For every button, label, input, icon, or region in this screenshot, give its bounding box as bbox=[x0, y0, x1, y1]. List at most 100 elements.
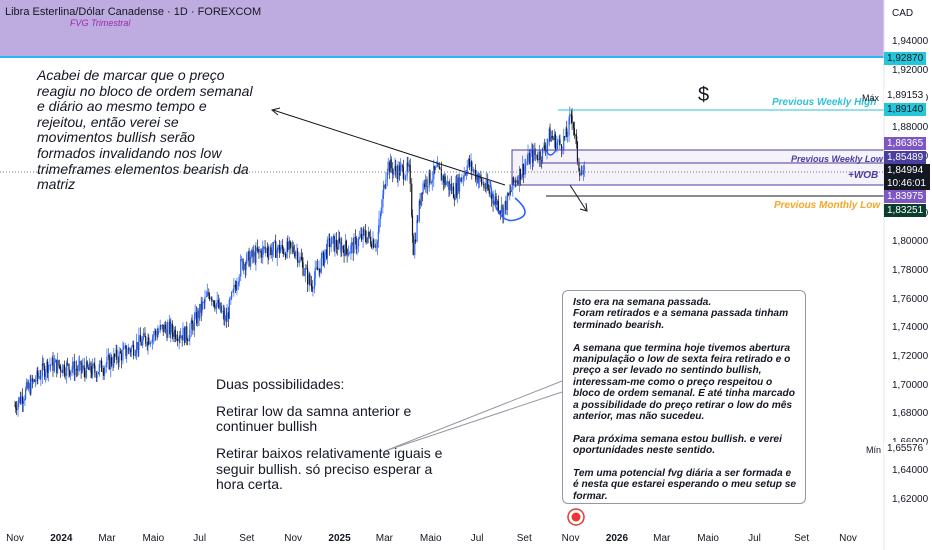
time-tick-label: Nov bbox=[561, 533, 580, 544]
candle-body bbox=[536, 154, 538, 159]
candle-body bbox=[378, 218, 380, 232]
candle-body bbox=[178, 337, 180, 342]
candle-body bbox=[107, 355, 110, 357]
candle-body bbox=[244, 263, 246, 271]
candle-body bbox=[41, 363, 43, 377]
candle-body bbox=[156, 333, 158, 337]
candle-body bbox=[205, 295, 208, 297]
candle-body bbox=[326, 239, 328, 259]
candle-body bbox=[160, 325, 162, 327]
candle-body bbox=[408, 164, 411, 167]
candle-body bbox=[37, 370, 39, 377]
note-left: Acabei de marcar que o preço reagiu no b… bbox=[37, 67, 253, 193]
candle-body bbox=[412, 235, 414, 255]
candle-body bbox=[385, 179, 387, 188]
candle-body bbox=[298, 261, 300, 263]
candle-body bbox=[52, 357, 54, 371]
time-tick-label: Nov bbox=[839, 533, 857, 544]
ob-top-price-tag: 1,86365 bbox=[884, 137, 927, 150]
candle-body bbox=[247, 251, 249, 254]
candle-body bbox=[566, 128, 568, 137]
time-tick-label: 2024 bbox=[50, 533, 73, 544]
candle-body bbox=[168, 321, 170, 327]
candle-body bbox=[362, 229, 364, 240]
candle-body bbox=[524, 165, 526, 175]
candle-body bbox=[186, 339, 189, 342]
candle-body bbox=[569, 114, 571, 119]
candle-body bbox=[84, 370, 86, 378]
candle-body bbox=[340, 241, 342, 253]
candle-body bbox=[86, 361, 88, 368]
candle-body bbox=[126, 353, 128, 356]
candle-body bbox=[294, 252, 297, 257]
candle-body bbox=[137, 341, 139, 350]
candle-body bbox=[20, 396, 22, 404]
candle-body bbox=[220, 302, 222, 313]
candle-body bbox=[383, 184, 385, 195]
candle-body bbox=[68, 363, 70, 371]
candle-body bbox=[266, 248, 268, 254]
candle-body bbox=[522, 163, 525, 175]
fvg-zone bbox=[0, 0, 884, 57]
candle-body bbox=[314, 267, 316, 279]
dollar-icon: $ bbox=[698, 84, 710, 106]
candle-body bbox=[417, 220, 419, 221]
candle-body bbox=[441, 175, 443, 181]
candle-body bbox=[352, 242, 354, 254]
note-box[interactable]: Isto era na semana passada. Foram retira… bbox=[562, 290, 806, 504]
candle-body bbox=[507, 193, 509, 196]
candle-body bbox=[336, 247, 338, 250]
candle-body bbox=[142, 339, 144, 346]
candle-body bbox=[19, 397, 21, 404]
candle-body bbox=[409, 164, 411, 184]
time-tick-label: Maio bbox=[697, 533, 719, 544]
candle-body bbox=[475, 174, 477, 180]
candle-body bbox=[551, 136, 553, 138]
candle-body bbox=[221, 311, 223, 313]
candle-body bbox=[218, 302, 221, 308]
candle-body bbox=[51, 357, 53, 366]
candle-body bbox=[531, 149, 534, 163]
candle-body bbox=[212, 300, 214, 302]
candle-body bbox=[210, 298, 212, 300]
candle-body bbox=[541, 147, 544, 162]
candle-body bbox=[296, 251, 298, 253]
candle-body bbox=[174, 329, 176, 337]
candle-body bbox=[355, 238, 357, 250]
candle-body bbox=[291, 246, 294, 248]
candle-body bbox=[333, 235, 335, 251]
candle-body bbox=[375, 246, 377, 248]
candle-body bbox=[389, 159, 392, 173]
candle-body bbox=[289, 241, 291, 243]
candle-body bbox=[246, 253, 248, 264]
candle-body bbox=[434, 166, 436, 171]
candle-body bbox=[526, 161, 528, 164]
candle-body bbox=[110, 357, 113, 365]
candle-body bbox=[66, 363, 69, 365]
candle-body bbox=[525, 163, 527, 166]
candle-body bbox=[267, 253, 269, 257]
candle-body bbox=[449, 183, 451, 190]
candle-body bbox=[299, 256, 301, 262]
candle-body bbox=[377, 231, 379, 242]
candle-body bbox=[272, 242, 275, 251]
candle-body bbox=[281, 244, 284, 249]
candle-body bbox=[184, 326, 186, 343]
price-tick-label: 1,80000 bbox=[892, 236, 929, 248]
candle-body bbox=[253, 251, 255, 257]
candle-body bbox=[76, 369, 78, 371]
max-label: Máx bbox=[862, 93, 880, 103]
note-middle-line: Duas possibilidades: bbox=[216, 376, 345, 392]
candle-body bbox=[94, 365, 96, 373]
candle-body bbox=[446, 183, 448, 185]
candle-body bbox=[308, 274, 310, 285]
candle-body bbox=[179, 337, 181, 339]
candle-body bbox=[256, 247, 259, 252]
candle-body bbox=[514, 180, 516, 183]
candle-body bbox=[487, 188, 490, 190]
pwh-price-tag: 1,89140 bbox=[884, 103, 927, 116]
candle-body bbox=[34, 381, 37, 382]
candle-body bbox=[125, 345, 127, 356]
